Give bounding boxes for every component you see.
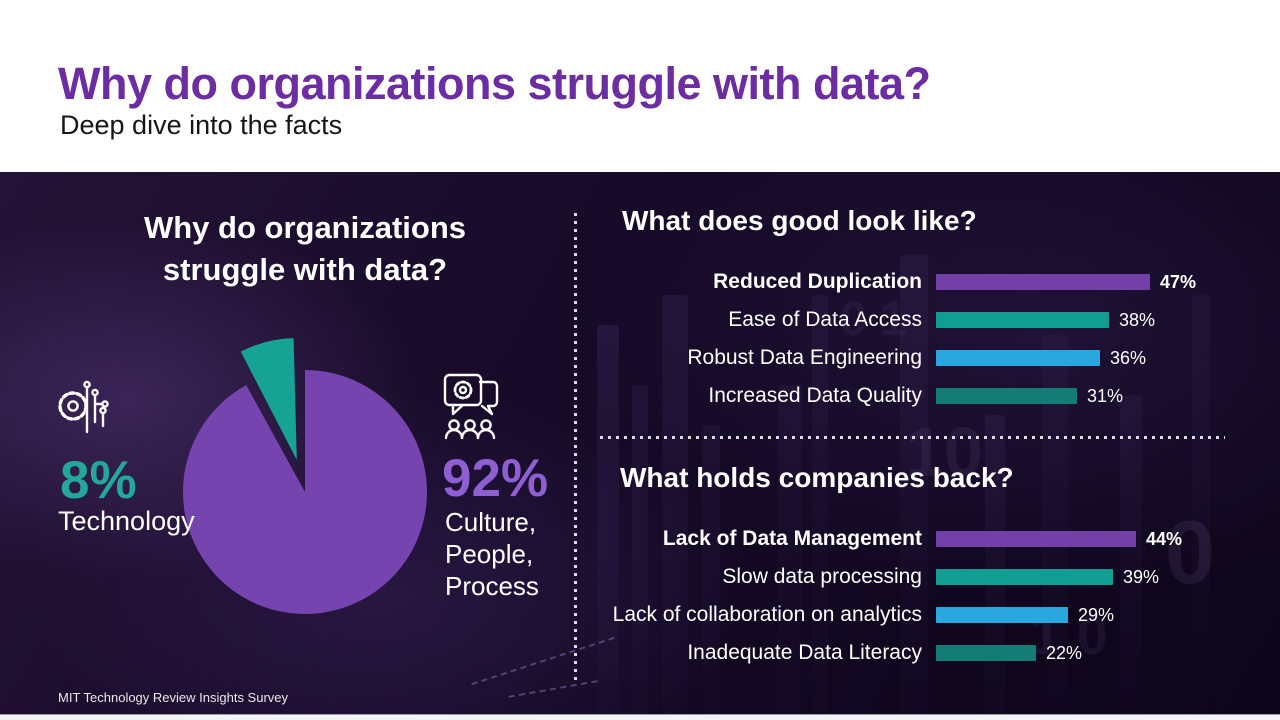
pie-heading-line2: struggle with data? — [162, 252, 448, 287]
bar-row: Slow data processing 39% — [600, 565, 1260, 589]
bar-label: Inadequate Data Literacy — [687, 641, 922, 664]
section1-bar-chart: Reduced Duplication 47% Ease of Data Acces… — [600, 270, 1260, 408]
vertical-dotted-separator — [574, 213, 577, 685]
bar-value: 31% — [1087, 385, 1124, 406]
pie-heading-line1: Why do organizations — [143, 210, 467, 245]
bar-value: 39% — [1123, 566, 1160, 587]
bar-label: Lack of collaboration on analytics — [612, 603, 922, 626]
bar — [936, 312, 1109, 328]
bar-value: 36% — [1110, 347, 1147, 368]
bar-row: Lack of collaboration on analytics 29% — [600, 603, 1260, 627]
bar-row: Robust Data Engineering 36% — [600, 346, 1260, 370]
section2-heading: What holds companies back? — [620, 462, 1014, 493]
horizontal-dotted-separator — [600, 436, 1225, 439]
bar-row: Ease of Data Access 38% — [600, 308, 1260, 332]
bar — [936, 531, 1136, 547]
bar-value: 44% — [1146, 528, 1183, 549]
pie-slice-culture — [182, 370, 427, 614]
bar-label: Increased Data Quality — [708, 384, 922, 407]
bar-label: Slow data processing — [722, 565, 922, 588]
bar-row: Reduced Duplication 47% — [600, 270, 1260, 294]
section1-heading: What does good look like? — [622, 205, 977, 236]
bar — [936, 274, 1150, 290]
bar-label: Lack of Data Management — [662, 527, 922, 550]
bottom-edge — [0, 714, 1280, 720]
bar — [936, 388, 1077, 404]
chat-gear-people-icon — [440, 370, 506, 447]
bar-value: 22% — [1046, 642, 1083, 663]
pie-slice-technology — [240, 338, 297, 460]
bar-label: Reduced Duplication — [713, 270, 922, 293]
circuit-gear-icon — [54, 374, 118, 447]
bar-value: 38% — [1119, 309, 1156, 330]
pie-chart — [160, 325, 460, 645]
bar — [936, 607, 1068, 623]
technology-label: Technology — [58, 506, 195, 536]
bar-label: Ease of Data Access — [728, 308, 922, 331]
source-note: MIT Technology Review Insights Survey — [58, 690, 289, 705]
bar — [936, 350, 1100, 366]
culture-label-line3: Process — [445, 571, 539, 601]
pie-chart-svg — [182, 338, 427, 614]
bar-value: 29% — [1078, 604, 1115, 625]
header-band: Why do organizations struggle with data?… — [0, 0, 1280, 172]
culture-label-line2: People, — [445, 539, 534, 569]
page-title: Why do organizations struggle with data? — [58, 58, 931, 109]
pie-section-heading: Why do organizations struggle with data? — [95, 207, 515, 291]
section2-bar-chart: Lack of Data Management 44% Slow data proc… — [600, 527, 1260, 665]
bar — [936, 645, 1036, 661]
technology-percentage: 8% — [60, 451, 137, 510]
bar — [936, 569, 1113, 585]
bar-row: Lack of Data Management 44% — [600, 527, 1260, 551]
page-subtitle: Deep dive into the facts — [60, 110, 343, 140]
bar-row: Increased Data Quality 31% — [600, 384, 1260, 408]
bar-value: 47% — [1160, 271, 1197, 292]
culture-label-line1: Culture, — [445, 507, 537, 537]
culture-percentage: 92% — [442, 449, 549, 508]
culture-label: Culture, People, Process — [445, 506, 539, 602]
bar-row: Inadequate Data Literacy 22% — [600, 641, 1260, 665]
bar-label: Robust Data Engineering — [687, 346, 922, 369]
